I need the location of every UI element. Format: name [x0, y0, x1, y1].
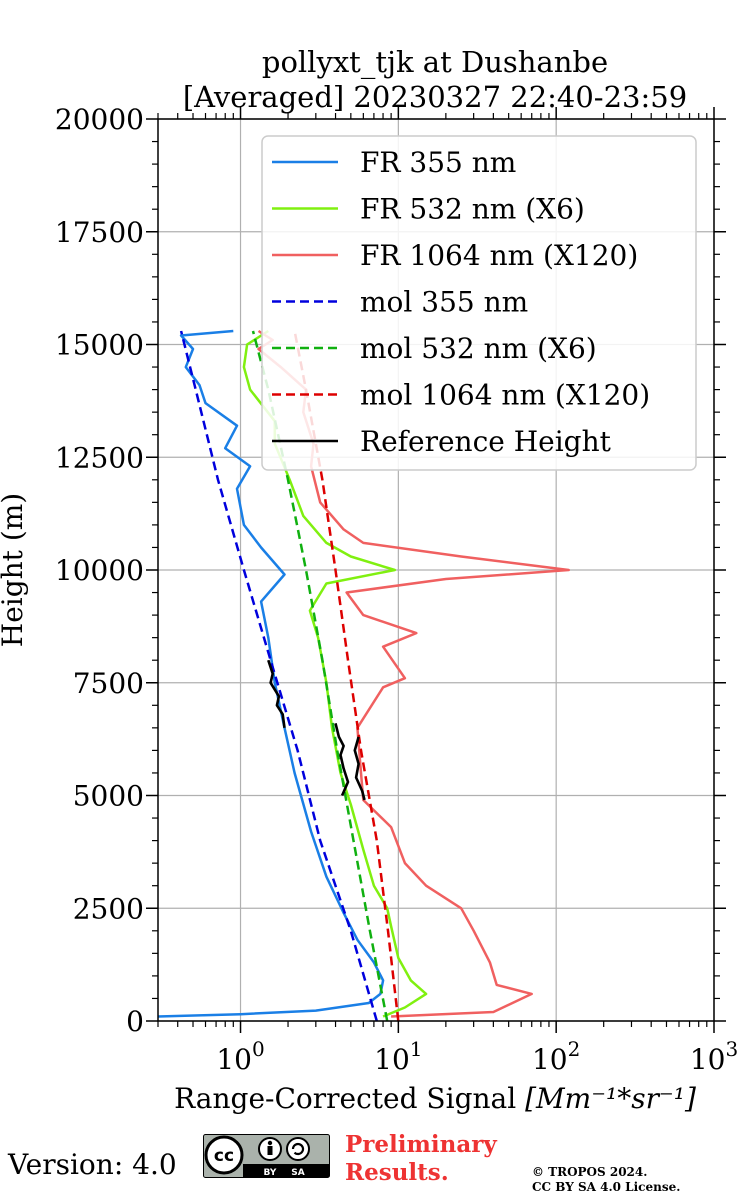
y-tick-label: 5000 [73, 780, 144, 813]
sa-sharealike-icon [286, 1137, 310, 1161]
reference-height-segment-0 [267, 659, 286, 728]
version-label: Version: 4.0 [8, 1148, 177, 1181]
cc-by-label: BY [264, 1168, 277, 1178]
cc-sa-label: SA [291, 1168, 304, 1178]
legend-label-1: FR 532 nm (X6) [360, 193, 585, 226]
lidar-profile-chart: pollyxt_tjk at Dushanbe [Averaged] 20230… [0, 45, 738, 1115]
copyright-notice: © TROPOS 2024. CC BY SA 4.0 License. [532, 1165, 680, 1195]
x-axis-label-text: Range-Corrected Signal [174, 1082, 525, 1115]
y-tick-label: 15000 [55, 329, 144, 362]
x-tick-label: 101 [374, 1037, 422, 1076]
y-tick-label: 0 [126, 1005, 144, 1038]
legend-label-2: FR 1064 nm (X120) [360, 239, 638, 272]
legend-label-5: mol 1064 nm (X120) [360, 379, 650, 412]
legend-label-4: mol 532 nm (X6) [360, 332, 597, 365]
y-tick-label: 7500 [73, 667, 144, 700]
x-axis-label-unit: [Mm⁻¹*sr⁻¹] [525, 1082, 696, 1115]
legend-label-6: Reference Height [360, 425, 612, 458]
y-tick-label: 2500 [73, 892, 144, 925]
axis-ticks: 0 2500 5000 7500 10000 12500 15000 17500 20000 10… [55, 103, 738, 1076]
legend: FR 355 nm FR 532 nm (X6) FR 1064 nm (X120)… [261, 135, 697, 471]
series-line-4 [251, 330, 389, 1022]
chart-title: pollyxt_tjk at Dushanbe [262, 45, 608, 80]
y-tick-label: 17500 [55, 216, 144, 249]
chart-subtitle: [Averaged] 20230327 22:40-23:59 [183, 80, 687, 114]
legend-label-0: FR 355 nm [360, 146, 516, 179]
legend-label-3: mol 355 nm [360, 286, 528, 319]
preliminary-results-notice: Preliminary Results. [345, 1131, 497, 1187]
cc-badge-text: cc [214, 1146, 234, 1166]
x-tick-label: 100 [216, 1037, 264, 1076]
reference-height-segment-1 [334, 722, 350, 797]
x-axis-label: Range-Corrected Signal [Mm⁻¹*sr⁻¹] [174, 1082, 696, 1115]
y-axis-label: Height (m) [0, 493, 29, 647]
cc-by-sa-license-icon: cc BY SA [203, 1134, 330, 1178]
preliminary-line-2: Results. [345, 1159, 449, 1186]
copyright-line-2: CC BY SA 4.0 License. [532, 1180, 681, 1194]
series-line-0 [157, 329, 385, 1018]
y-tick-label: 10000 [55, 554, 144, 587]
x-tick-label: 102 [532, 1037, 580, 1076]
y-tick-label: 12500 [55, 441, 144, 474]
plot-frame [157, 118, 715, 1022]
preliminary-line-1: Preliminary [345, 1131, 497, 1158]
legend-box [261, 135, 697, 471]
x-tick-label: 103 [690, 1037, 738, 1076]
copyright-line-1: © TROPOS 2024. [532, 1165, 648, 1179]
reference-height-segment-2 [353, 736, 366, 801]
y-tick-label: 20000 [55, 103, 144, 136]
